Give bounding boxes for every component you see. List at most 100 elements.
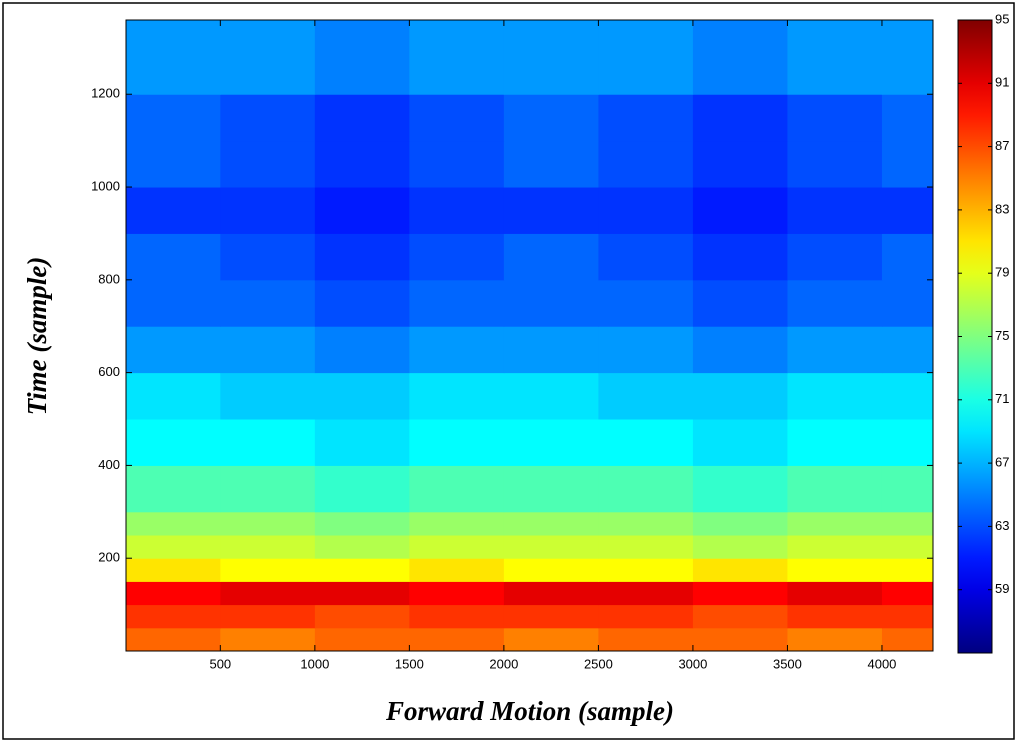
heat-cell (220, 511, 316, 536)
heat-cell (787, 326, 883, 374)
heat-cell (598, 326, 694, 374)
heat-cell (692, 326, 788, 374)
heat-cell (503, 279, 599, 327)
heat-cell (220, 419, 316, 466)
heat-cell (126, 140, 221, 188)
heat-cell (692, 187, 788, 234)
heat-cell (126, 558, 221, 582)
y-tick-label: 1000 (91, 178, 120, 193)
heat-cell (409, 465, 505, 513)
heat-cell (314, 604, 410, 629)
heat-cell (598, 465, 694, 513)
heat-cell (409, 558, 505, 582)
colorbar-tick-label: 63 (995, 518, 1009, 533)
heat-cell (314, 535, 410, 559)
heat-cell (314, 140, 410, 188)
heat-cell (314, 233, 410, 281)
heat-cell (314, 94, 410, 142)
heat-cell (314, 187, 410, 234)
heat-cell (220, 94, 316, 142)
heat-cell (126, 187, 221, 234)
plot-border (125, 19, 934, 652)
heat-cell (409, 535, 505, 559)
x-tick-label: 2000 (489, 656, 518, 671)
heat-cell (409, 372, 505, 420)
heat-cell (220, 187, 316, 234)
heat-cell (503, 94, 599, 142)
heat-cell (314, 419, 410, 466)
heat-cell (787, 581, 883, 606)
y-tick-label: 200 (98, 550, 120, 565)
heat-cell (314, 279, 410, 327)
heat-cell (692, 558, 788, 582)
heat-cell (220, 326, 316, 374)
heat-cell (787, 558, 883, 582)
y-tick-label: 600 (98, 364, 120, 379)
heat-cell (126, 372, 221, 420)
heat-cell (881, 627, 934, 652)
heat-cell (503, 372, 599, 420)
heat-cell (692, 20, 788, 95)
heat-cell (503, 187, 599, 234)
heat-cell (220, 627, 316, 652)
colorbar-tick-label: 91 (995, 75, 1009, 90)
colorbar-tick-label: 79 (995, 265, 1009, 280)
heat-cell (881, 535, 934, 559)
heat-cell (126, 326, 221, 374)
heat-cell (881, 279, 934, 327)
heat-cell (598, 20, 694, 95)
heat-cell (598, 535, 694, 559)
heat-cell (787, 279, 883, 327)
heat-cell (598, 604, 694, 629)
y-tick-label: 800 (98, 271, 120, 286)
x-tick-label: 1000 (300, 656, 329, 671)
heat-cell (503, 140, 599, 188)
heat-cell (409, 20, 505, 95)
heat-cell (220, 604, 316, 629)
heat-cell (409, 419, 505, 466)
heat-cell (126, 465, 221, 513)
heat-cell (598, 187, 694, 234)
heat-cell (409, 140, 505, 188)
heat-cell (881, 581, 934, 606)
heat-cell (692, 94, 788, 142)
heat-cell (503, 511, 599, 536)
heat-cell (598, 627, 694, 652)
x-tick-label: 3000 (678, 656, 707, 671)
heat-cell (220, 465, 316, 513)
heat-cell (881, 372, 934, 420)
heat-cell (692, 140, 788, 188)
heat-cell (598, 279, 694, 327)
heat-cell (314, 326, 410, 374)
heat-cell (881, 94, 934, 142)
heat-cell (220, 372, 316, 420)
heat-cell (314, 627, 410, 652)
y-tick-label: 1200 (91, 86, 120, 101)
heat-cell (409, 627, 505, 652)
heat-cell (314, 372, 410, 420)
heat-cell (220, 558, 316, 582)
heat-cell (314, 581, 410, 606)
heat-cell (126, 535, 221, 559)
heat-cell (126, 511, 221, 536)
heat-cell (409, 279, 505, 327)
heat-cell (787, 140, 883, 188)
heat-cell (881, 326, 934, 374)
heat-cell (598, 372, 694, 420)
colorbar-tick-label: 83 (995, 201, 1009, 216)
heat-cell (692, 535, 788, 559)
heat-cell (787, 604, 883, 629)
colorbar-tick-label: 95 (995, 11, 1009, 26)
heat-cell (692, 279, 788, 327)
heat-cell (503, 627, 599, 652)
heat-cell (598, 140, 694, 188)
heat-cell (126, 279, 221, 327)
heat-cell (881, 558, 934, 582)
heat-cell (881, 511, 934, 536)
heat-cell (220, 581, 316, 606)
heat-cell (503, 465, 599, 513)
heat-cell (692, 372, 788, 420)
heat-cell (881, 233, 934, 281)
heat-cell (503, 20, 599, 95)
